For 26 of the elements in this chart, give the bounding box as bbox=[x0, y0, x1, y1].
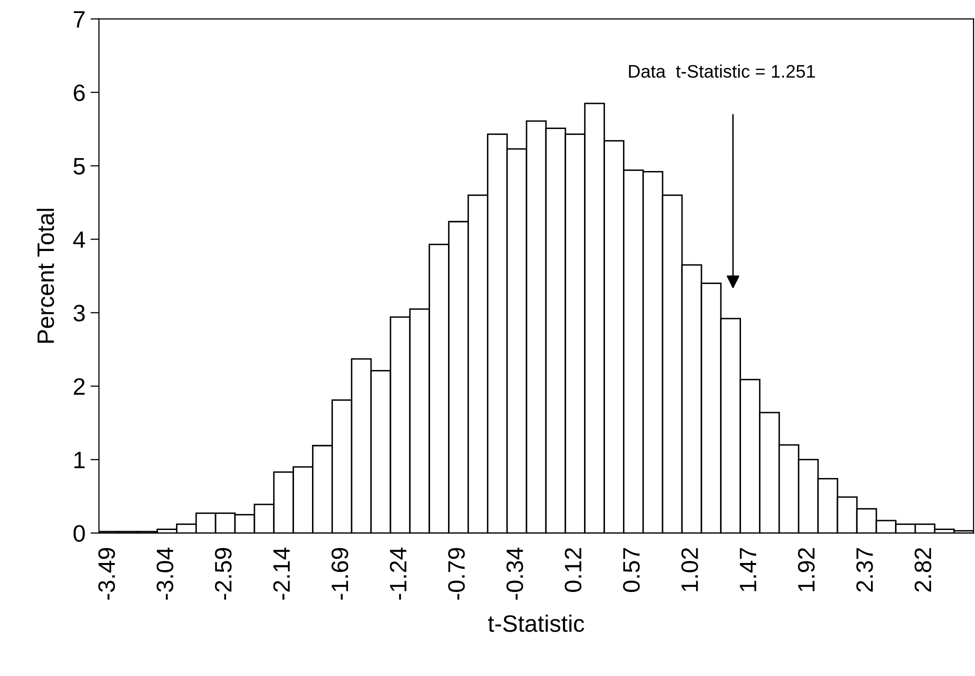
x-tick-label: 0.57 bbox=[623, 548, 640, 592]
x-tick-label: 2.37 bbox=[856, 548, 873, 592]
x-tick-label: -0.79 bbox=[448, 548, 465, 600]
annotation: Data t-Statistic = 1.251 bbox=[629, 64, 815, 78]
x-tick-label: -1.24 bbox=[390, 548, 406, 600]
y-tick-label: 2 bbox=[74, 378, 85, 395]
x-tick-label: 1.92 bbox=[798, 548, 815, 592]
y-tick-label: 5 bbox=[74, 158, 85, 175]
x-axis-title: t-Statistic bbox=[488, 614, 584, 632]
x-tick-label: 1.02 bbox=[681, 548, 698, 592]
x-tick-label: 2.82 bbox=[914, 548, 932, 592]
x-tick-label: -2.14 bbox=[273, 548, 290, 600]
x-tick-label: 0.12 bbox=[564, 548, 582, 592]
x-tick-label: -3.49 bbox=[98, 548, 116, 600]
y-tick-label: 6 bbox=[74, 84, 85, 102]
y-axis-title: Percent Total bbox=[36, 208, 54, 343]
y-tick-label: 1 bbox=[74, 452, 85, 468]
x-tick-label: 1.47 bbox=[740, 548, 756, 592]
y-tick-label: 3 bbox=[74, 304, 85, 322]
y-tick-label: 0 bbox=[74, 525, 85, 542]
y-tick-label: 7 bbox=[74, 11, 85, 28]
x-tick-label: -3.04 bbox=[156, 548, 174, 600]
x-tick-label: -1.69 bbox=[332, 548, 348, 600]
x-tick-label: -0.34 bbox=[506, 548, 524, 600]
y-tick-label: 4 bbox=[73, 232, 86, 248]
x-tick-label: -2.59 bbox=[214, 548, 232, 600]
